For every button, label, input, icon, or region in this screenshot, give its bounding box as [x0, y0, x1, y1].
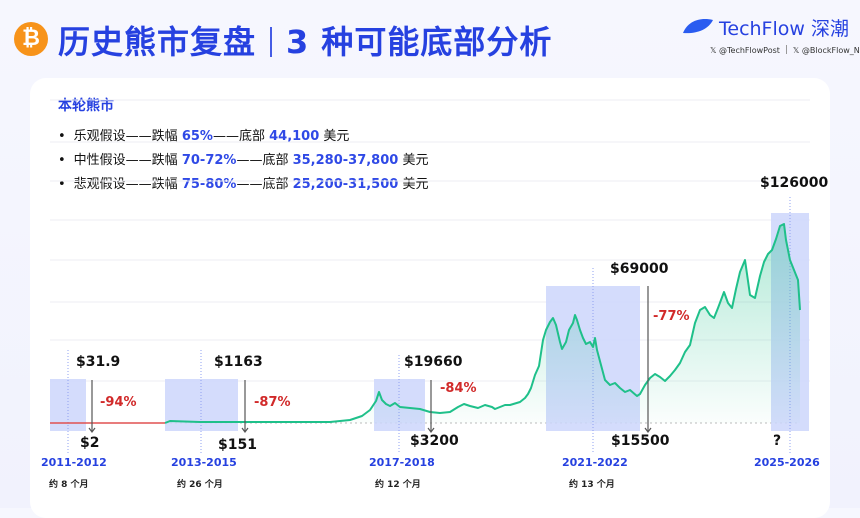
- social-techflowpost[interactable]: 𝕏 @TechFlowPost: [710, 46, 780, 55]
- social-divider: [785, 45, 787, 54]
- social-handles: 𝕏 @TechFlowPost 𝕏 @BlockFlow_News: [710, 45, 860, 55]
- bottom-label-2021: $15500: [611, 433, 670, 449]
- bottom-label-2013: $151: [218, 437, 257, 453]
- period-label-2021: 2021-2022: [562, 456, 628, 469]
- brand-name: TechFlow 深潮: [719, 18, 849, 40]
- gridlines: [50, 99, 810, 382]
- drawdown-label-2017: -84%: [440, 381, 477, 396]
- period-label-2011: 2011-2012: [41, 456, 107, 469]
- peak-label-2021: $69000: [610, 261, 669, 277]
- chart-card: [30, 78, 830, 518]
- peak-label-2017: $19660: [404, 354, 463, 370]
- scenario-optimistic: • 乐观假设——跌幅 65%——底部 44,100 美元: [58, 129, 350, 144]
- title-right: 3 种可能底部分析: [286, 23, 553, 61]
- brand: TechFlow 深潮 𝕏 @TechFlowPost 𝕏 @BlockFlow_…: [682, 12, 860, 62]
- drawdown-label-2021: -77%: [653, 309, 690, 324]
- bottom-label-2011: $2: [80, 435, 100, 451]
- duration-label-2021: 约 13 个月: [569, 480, 615, 490]
- bottom-label-2017: $3200: [410, 433, 459, 449]
- scenario-title: 本轮熊市: [58, 98, 114, 114]
- techflow-logo-icon: [683, 19, 713, 34]
- drawdown-label-2013: -87%: [254, 395, 291, 410]
- peak-label-2013: $1163: [214, 354, 263, 370]
- period-label-2025: 2025-2026: [754, 456, 820, 469]
- page-title: 历史熊市复盘 3 种可能底部分析: [58, 17, 552, 63]
- title-divider: [270, 27, 273, 57]
- bitcoin-icon: ₿: [14, 22, 48, 56]
- duration-label-2017: 约 12 个月: [375, 480, 421, 490]
- bottom-label-2025: ?: [773, 433, 782, 449]
- price-line: [164, 223, 801, 424]
- period-label-2017: 2017-2018: [369, 456, 435, 469]
- title-left: 历史熊市复盘: [58, 23, 257, 61]
- duration-label-2013: 约 26 个月: [177, 480, 223, 490]
- duration-label-2011: 约 8 个月: [49, 480, 89, 490]
- peak-label-2025: $126000: [760, 175, 829, 191]
- drawdown-arrows: [88, 286, 652, 433]
- price-area: [50, 224, 800, 423]
- scenario-neutral: • 中性假设——跌幅 70-72%——底部 35,280-37,800 美元: [58, 153, 429, 168]
- peak-label-2011: $31.9: [76, 354, 121, 370]
- social-blockflow-news[interactable]: 𝕏 @BlockFlow_News: [792, 46, 860, 55]
- drawdown-label-2011: -94%: [100, 395, 137, 410]
- period-label-2013: 2013-2015: [171, 456, 237, 469]
- header: ₿ 历史熊市复盘 3 种可能底部分析 TechFlow 深潮 𝕏 @TechFlo…: [0, 0, 860, 72]
